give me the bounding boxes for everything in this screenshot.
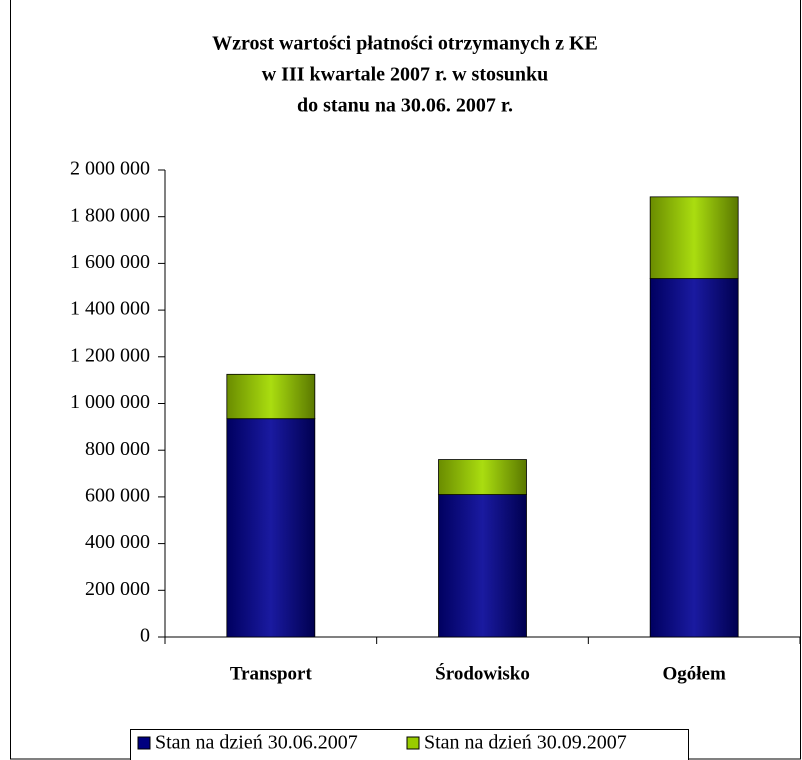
chart-title: do stanu na 30.06. 2007 r. [297,95,513,117]
legend-label: Stan na dzień 30.09.2007 [424,732,627,754]
y-tick-label: 1 000 000 [70,391,150,413]
y-tick-label: 200 000 [85,578,150,600]
legend-swatch [137,736,151,750]
x-tick-label: Transport [230,663,313,684]
y-tick-label: 1 800 000 [70,204,150,226]
y-tick-label: 1 200 000 [70,344,150,366]
bar-segment [438,494,527,638]
y-tick-label: 400 000 [85,531,150,553]
y-tick-label: 2 000 000 [70,158,150,180]
bar-segment [649,278,739,638]
chart-title: Wzrost wartości płatności otrzymanych z … [212,33,598,55]
legend-swatch [406,736,420,750]
y-tick-label: 600 000 [85,484,150,506]
y-tick-label: 0 [140,625,150,647]
y-tick-label: 1 400 000 [70,298,150,320]
x-tick-label: Środowisko [435,662,530,684]
legend-label: Stan na dzień 30.06.2007 [155,732,358,754]
bar-segment [649,196,739,279]
bar-segment [226,418,316,638]
chart-title: w III kwartale 2007 r. w stosunku [262,64,549,86]
x-tick-label: Ogółem [663,663,726,684]
bar-segment [438,459,527,495]
legend-box [130,729,689,760]
y-tick-label: 1 600 000 [70,251,150,273]
bar-segment [226,373,316,420]
y-tick-label: 800 000 [85,438,150,460]
